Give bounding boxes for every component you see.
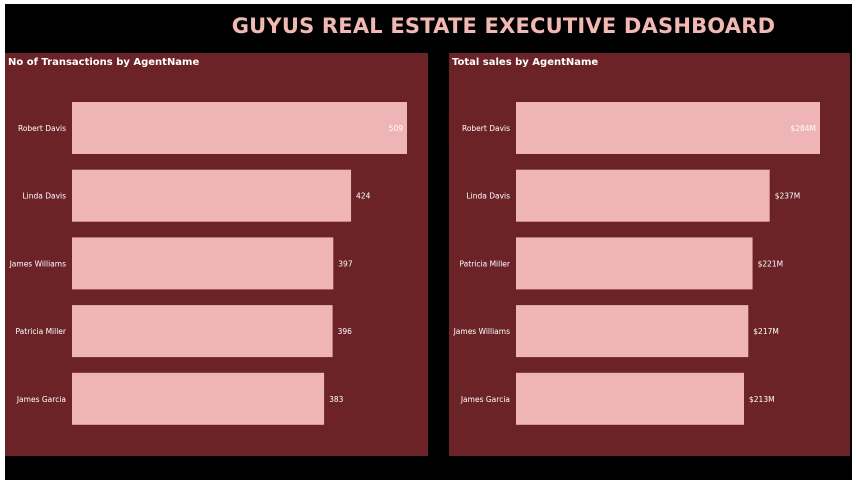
bar-james-garcia[interactable] [516, 372, 744, 425]
data-label-james-garcia: 383 [329, 395, 344, 404]
chart-title: Total sales by AgentName [452, 57, 599, 68]
dashboard: GUYUS REAL ESTATE EXECUTIVE DASHBOARD No… [5, 4, 852, 480]
bar-patricia-miller[interactable] [516, 237, 753, 290]
transactions-bar-chart: Robert Davis 509 Linda Davis 424 James Willi… [9, 102, 407, 425]
category-label-james-williams: James Williams [453, 327, 511, 336]
data-label-james-garcia: $213M [749, 395, 775, 404]
data-label-robert-davis: 509 [389, 124, 404, 133]
bar-james-williams[interactable] [516, 305, 749, 358]
category-label-james-williams: James Williams [9, 259, 67, 268]
sales-chart-panel[interactable]: Total sales by AgentName Robert Davis $28… [449, 53, 850, 456]
footer-strip [5, 456, 852, 480]
bar-linda-davis[interactable] [72, 169, 352, 222]
category-label-robert-davis: Robert Davis [462, 124, 510, 133]
category-label-linda-davis: Linda Davis [22, 192, 66, 201]
dashboard-title: GUYUS REAL ESTATE EXECUTIVE DASHBOARD [231, 14, 776, 38]
category-label-linda-davis: Linda Davis [466, 192, 510, 201]
chart-title: No of Transactions by AgentName [8, 57, 200, 68]
transactions-chart-panel[interactable]: No of Transactions by AgentName Robert D… [5, 53, 428, 456]
bar-patricia-miller[interactable] [72, 305, 333, 358]
data-label-james-williams: 397 [338, 259, 353, 268]
category-label-james-garcia: James Garcia [460, 395, 510, 404]
data-label-robert-davis: $284M [790, 124, 816, 133]
data-label-james-williams: $217M [753, 327, 779, 336]
category-label-robert-davis: Robert Davis [18, 124, 66, 133]
bar-linda-davis[interactable] [516, 169, 770, 222]
bar-james-garcia[interactable] [72, 372, 325, 425]
data-label-patricia-miller: $221M [758, 259, 784, 268]
bar-james-williams[interactable] [72, 237, 334, 290]
category-label-james-garcia: James Garcia [16, 395, 66, 404]
data-label-linda-davis: 424 [356, 192, 371, 201]
category-label-patricia-miller: Patricia Miller [16, 327, 67, 336]
data-label-patricia-miller: 396 [338, 327, 353, 336]
bar-robert-davis[interactable] [72, 102, 407, 154]
bar-robert-davis[interactable] [516, 102, 820, 154]
category-label-patricia-miller: Patricia Miller [460, 259, 511, 268]
sales-bar-chart: Robert Davis $284M Linda Davis $237M Patrici… [453, 102, 820, 425]
data-label-linda-davis: $237M [775, 192, 801, 201]
